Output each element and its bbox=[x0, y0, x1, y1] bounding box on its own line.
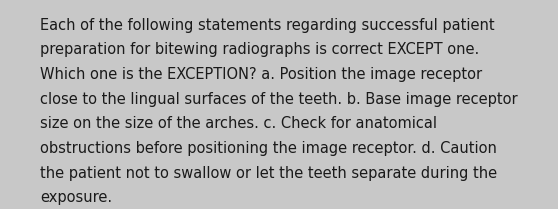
Text: the patient not to swallow or let the teeth separate during the: the patient not to swallow or let the te… bbox=[40, 166, 497, 181]
Text: exposure.: exposure. bbox=[40, 190, 112, 205]
Text: obstructions before positioning the image receptor. d. Caution: obstructions before positioning the imag… bbox=[40, 141, 497, 156]
Text: Each of the following statements regarding successful patient: Each of the following statements regardi… bbox=[40, 18, 495, 33]
Text: size on the size of the arches. c. Check for anatomical: size on the size of the arches. c. Check… bbox=[40, 116, 437, 131]
Text: preparation for bitewing radiographs is correct EXCEPT one.: preparation for bitewing radiographs is … bbox=[40, 42, 479, 57]
Text: close to the lingual surfaces of the teeth. b. Base image receptor: close to the lingual surfaces of the tee… bbox=[40, 92, 518, 107]
Text: Which one is the EXCEPTION? a. Position the image receptor: Which one is the EXCEPTION? a. Position … bbox=[40, 67, 482, 82]
